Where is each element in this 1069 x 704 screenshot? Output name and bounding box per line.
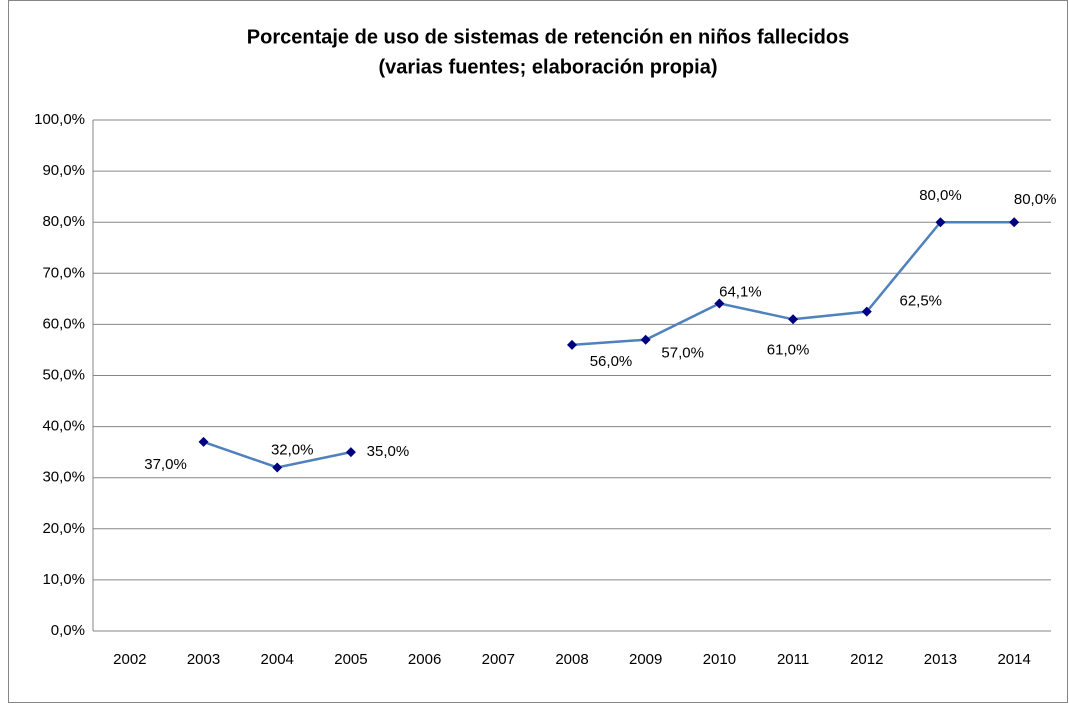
marker [640, 334, 651, 345]
marker [861, 306, 872, 317]
data-label: 32,0% [271, 441, 314, 458]
x-tick-label: 2012 [850, 651, 883, 668]
x-tick-label: 2002 [113, 651, 146, 668]
x-tick-label: 2007 [482, 651, 515, 668]
y-tick-label: 80,0% [42, 213, 85, 230]
data-label: 80,0% [919, 187, 962, 204]
y-tick-label: 60,0% [42, 315, 85, 332]
marker [272, 462, 283, 473]
chart-subtitle: (varias fuentes; elaboración propia) [379, 56, 718, 78]
y-tick-label: 20,0% [42, 520, 85, 537]
data-label: 62,5% [899, 293, 942, 310]
y-tick-label: 40,0% [42, 418, 85, 435]
marker [567, 339, 577, 350]
data-label: 37,0% [144, 456, 187, 473]
x-tick-label: 2013 [924, 651, 957, 668]
y-tick-label: 0,0% [51, 622, 85, 639]
data-label: 64,1% [719, 283, 762, 300]
x-tick-label: 2005 [334, 651, 367, 668]
x-tick-label: 2008 [555, 651, 588, 668]
marker [935, 217, 946, 228]
x-tick-label: 2010 [703, 651, 736, 668]
x-tick-label: 2004 [261, 651, 294, 668]
y-tick-label: 100,0% [34, 111, 85, 128]
marker [714, 298, 725, 309]
data-label: 57,0% [661, 345, 704, 362]
marker [788, 314, 799, 325]
data-label: 80,0% [1014, 191, 1057, 208]
marker [345, 447, 356, 458]
data-label: 56,0% [590, 353, 633, 370]
y-tick-label: 90,0% [42, 162, 85, 179]
data-label: 61,0% [767, 341, 810, 358]
data-label: 35,0% [367, 443, 410, 460]
x-tick-label: 2014 [997, 651, 1030, 668]
x-tick-label: 2003 [187, 651, 220, 668]
x-tick-label: 2006 [408, 651, 441, 668]
y-tick-label: 70,0% [42, 264, 85, 281]
marker [198, 436, 209, 447]
chart-border [8, 0, 1068, 703]
y-tick-label: 30,0% [42, 469, 85, 486]
chart-title: Porcentaje de uso de sistemas de retenci… [247, 26, 849, 48]
y-tick-label: 10,0% [42, 571, 85, 588]
marker [1009, 217, 1020, 228]
x-tick-label: 2011 [777, 651, 809, 668]
x-tick-label: 2009 [629, 651, 662, 668]
y-tick-label: 50,0% [42, 366, 85, 383]
